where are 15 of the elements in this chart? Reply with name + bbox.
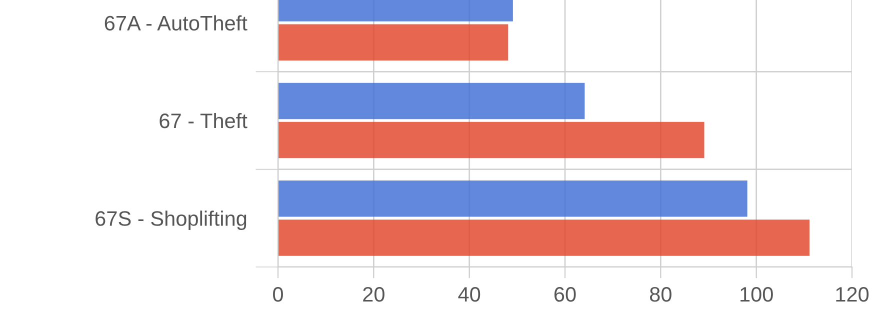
bar xyxy=(278,24,508,60)
y-tick-label: 67S - Shoplifting xyxy=(96,210,246,230)
x-tick-label: 20 xyxy=(363,286,384,302)
y-tick-label: 67A - AutoTheft xyxy=(104,15,248,31)
bar xyxy=(278,180,748,217)
x-tick-label: 0 xyxy=(273,286,283,302)
x-tick-label: 60 xyxy=(554,286,576,302)
bar xyxy=(278,220,810,256)
x-tick-label: 100 xyxy=(740,286,773,302)
x-tick-label: 80 xyxy=(650,286,672,302)
x-tick-label: 120 xyxy=(836,286,869,302)
x-tick-label: 40 xyxy=(458,286,480,302)
bar xyxy=(278,122,704,158)
bar xyxy=(278,82,585,120)
y-tick-label: 67 - Theft xyxy=(160,112,248,128)
